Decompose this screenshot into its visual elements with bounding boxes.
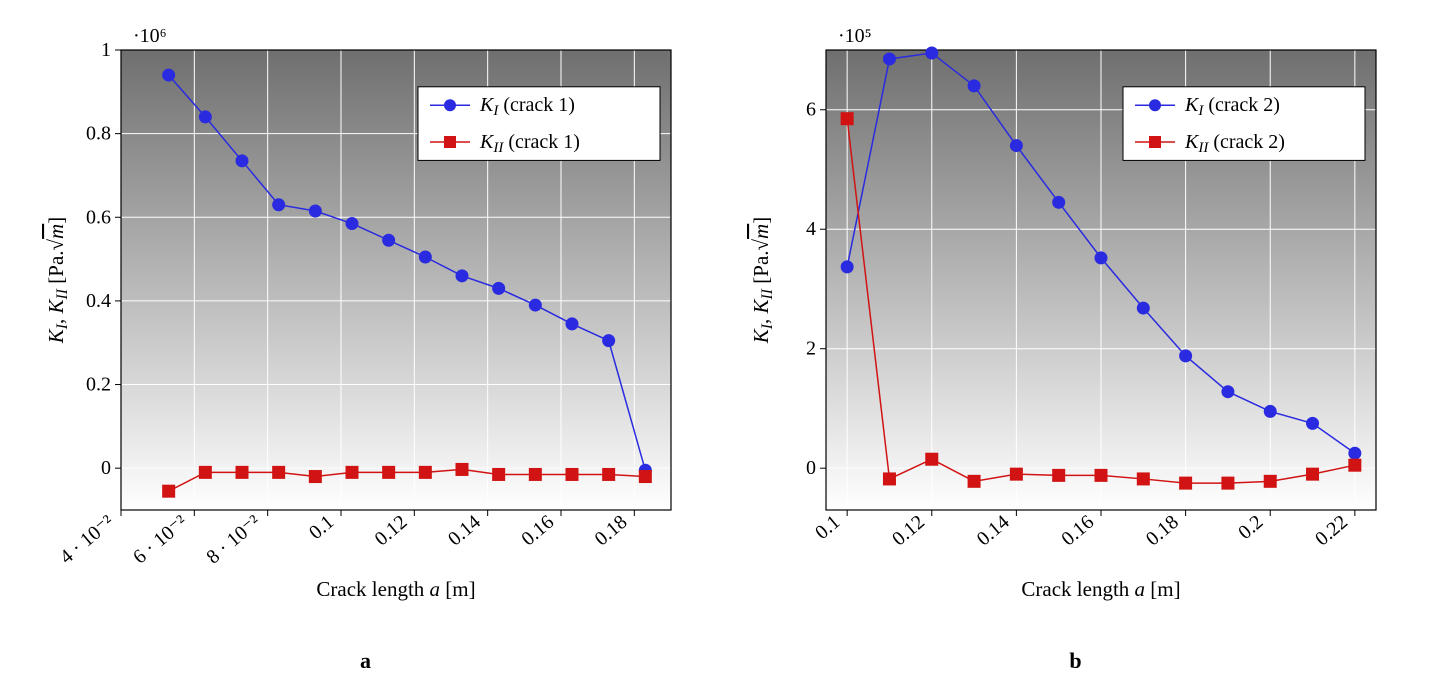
svg-text:KI, KII [Pa.√m]: KI, KII [Pa.√m] <box>749 217 776 344</box>
svg-text:0.16: 0.16 <box>517 511 558 550</box>
svg-text:0.1: 0.1 <box>811 511 844 544</box>
svg-text:0: 0 <box>806 457 816 479</box>
svg-text:4 · 10⁻²: 4 · 10⁻² <box>55 511 118 568</box>
panel-b-label: b <box>1069 648 1081 674</box>
svg-text:0.16: 0.16 <box>1057 511 1098 550</box>
svg-text:0.14: 0.14 <box>443 511 484 550</box>
svg-text:·10⁶: ·10⁶ <box>133 25 167 47</box>
svg-text:0.8: 0.8 <box>86 123 111 145</box>
svg-text:Crack length a [m]: Crack length a [m] <box>1021 577 1180 601</box>
svg-text:0.18: 0.18 <box>1141 511 1182 550</box>
chart-a: 4 · 10⁻²6 · 10⁻²8 · 10⁻² 0.1 0.12 0.14 0.16 0… <box>26 20 706 640</box>
panel-a: 4 · 10⁻²6 · 10⁻²8 · 10⁻² 0.1 0.12 0.14 0.16 0… <box>26 20 706 674</box>
panel-a-label: a <box>360 648 371 674</box>
svg-text:Crack length a [m]: Crack length a [m] <box>316 577 475 601</box>
svg-text:4: 4 <box>806 218 816 240</box>
svg-text:0.22: 0.22 <box>1311 511 1352 550</box>
svg-text:0: 0 <box>101 457 111 479</box>
svg-text:0.4: 0.4 <box>86 290 111 312</box>
svg-text:8 · 10⁻²: 8 · 10⁻² <box>202 511 265 568</box>
svg-text:0.2: 0.2 <box>86 374 111 396</box>
svg-text:0.14: 0.14 <box>972 511 1013 550</box>
svg-text:6 · 10⁻²: 6 · 10⁻² <box>128 511 191 568</box>
svg-text:0.18: 0.18 <box>590 511 631 550</box>
svg-text:·10⁵: ·10⁵ <box>838 25 872 47</box>
chart-b: 0.1 0.12 0.14 0.16 0.18 0.2 0.22 0 2 4 6 ·10⁵ Crack … <box>746 20 1406 640</box>
svg-text:0.2: 0.2 <box>1234 511 1267 544</box>
svg-text:0.1: 0.1 <box>304 511 337 544</box>
figure-container: 4 · 10⁻²6 · 10⁻²8 · 10⁻²0.10.120.140.160… <box>20 20 1411 674</box>
svg-text:6: 6 <box>806 99 816 121</box>
svg-text:2: 2 <box>806 338 816 360</box>
svg-text:0.12: 0.12 <box>888 511 929 550</box>
svg-text:0.12: 0.12 <box>370 511 411 550</box>
panel-b: 0.1 0.12 0.14 0.16 0.18 0.2 0.22 0 2 4 6 ·10⁵ Crack … <box>746 20 1406 674</box>
svg-text:1: 1 <box>101 39 111 61</box>
svg-text:0.6: 0.6 <box>86 206 111 228</box>
svg-text:KI, KII [Pa.√m]: KI, KII [Pa.√m] <box>44 217 71 344</box>
